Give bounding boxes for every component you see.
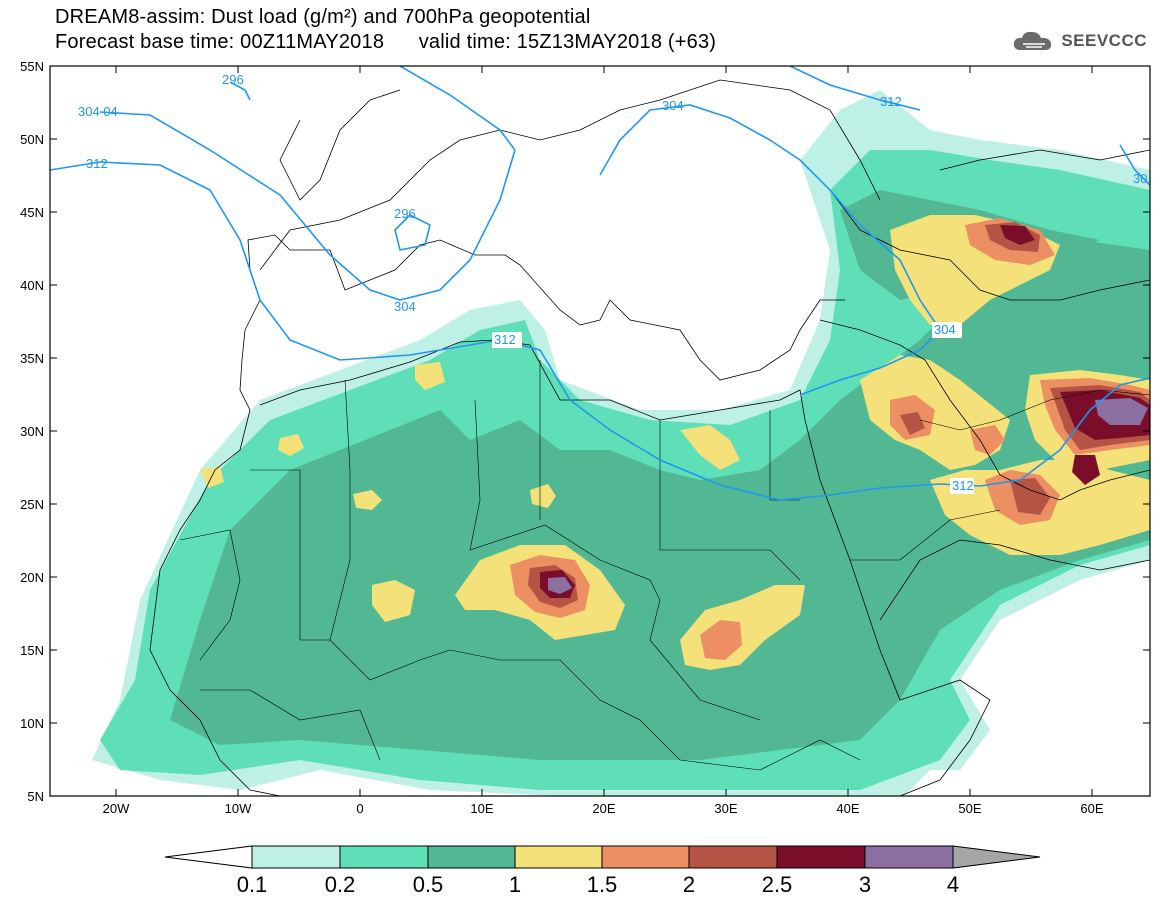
dust-field [50, 66, 1150, 796]
colorbar-label: 2 [683, 872, 695, 897]
contour-label: 30 [1133, 171, 1147, 186]
longitude-axis: 20W 10W 0 10E 20E 30E 40E 50E 60E [103, 801, 1104, 816]
contour-label: 312 [494, 332, 516, 347]
lon-label: 20W [103, 801, 130, 816]
dust-area [860, 355, 1010, 470]
lat-label: 5N [27, 789, 44, 804]
lat-label: 20N [20, 570, 44, 585]
colorbar-high-arrow [952, 845, 1041, 869]
colorbar-low-arrow [164, 845, 253, 869]
contour-label: 304 [662, 98, 684, 113]
dust-area [900, 412, 925, 435]
dust-area [200, 466, 224, 488]
contour-label: 296 [394, 206, 416, 221]
colorbar-cell [427, 845, 516, 869]
lon-label: 40E [836, 801, 859, 816]
lat-label: 15N [20, 643, 44, 658]
lat-label: 40N [20, 278, 44, 293]
colorbar-cell [776, 845, 866, 869]
lon-label: 0 [356, 801, 363, 816]
lat-label: 50N [20, 132, 44, 147]
colorbar-cell [251, 845, 341, 869]
colorbar: 0.1 0.2 0.5 1 1.5 2 2.5 3 4 [164, 845, 1041, 897]
dust-area [680, 425, 740, 470]
lon-label: 50E [958, 801, 981, 816]
colorbar-label: 1.5 [587, 872, 618, 897]
dust-area [372, 580, 415, 622]
dust-area [700, 620, 742, 660]
dust-area [353, 490, 382, 510]
colorbar-cell [339, 845, 429, 869]
dust-area [415, 362, 445, 390]
contour-label: 312 [952, 478, 974, 493]
colorbar-cell [514, 845, 603, 869]
colorbar-label: 2.5 [762, 872, 793, 897]
lon-label: 30E [714, 801, 737, 816]
contour-labels: 296 304 04 312 296 304 304 312 312 304 3… [78, 72, 1147, 494]
country-borders [179, 360, 1150, 771]
dust-area [278, 434, 304, 456]
dust-area [530, 484, 556, 508]
contour-label: 304 [394, 299, 416, 314]
lat-label: 25N [20, 497, 44, 512]
logo-text: SEEVCCC [1061, 31, 1147, 50]
lat-label: 45N [20, 205, 44, 220]
lat-label: 35N [20, 351, 44, 366]
cloud-icon [1014, 31, 1052, 50]
lat-label: 10N [20, 716, 44, 731]
forecast-time-line: Forecast base time: 00Z11MAY2018 valid t… [55, 31, 717, 53]
lon-label: 10E [470, 801, 493, 816]
colorbar-label: 4 [947, 872, 959, 897]
colorbar-label: 1 [509, 872, 521, 897]
colorbar-label: 3 [859, 872, 871, 897]
colorbar-label: 0.2 [325, 872, 356, 897]
contour-label: 296 [222, 72, 244, 87]
colorbar-cell [601, 845, 690, 869]
colorbar-cell [864, 845, 954, 869]
dust-area [548, 577, 572, 594]
contour-label: 312 [880, 94, 902, 109]
contour-label: 304 [934, 322, 956, 337]
seevccc-logo: SEEVCCC [1011, 28, 1147, 54]
dust-area [1000, 225, 1035, 245]
colorbar-label: 0.1 [237, 872, 268, 897]
lat-label: 55N [20, 59, 44, 74]
contour-label: 312 [86, 156, 108, 171]
coastlines [149, 79, 1150, 796]
lat-label: 30N [20, 424, 44, 439]
map-title: DREAM8-assim: Dust load (g/m²) and 700hP… [55, 6, 591, 28]
contour-label: 304 04 [78, 104, 118, 119]
colorbar-cell [688, 845, 778, 869]
colorbar-label: 0.5 [413, 872, 444, 897]
dust-area [1010, 478, 1050, 515]
dust-area [970, 425, 1005, 455]
lon-label: 20E [592, 801, 615, 816]
lon-label: 10W [225, 801, 252, 816]
axis-ticks [50, 65, 1150, 797]
dust-area [1095, 398, 1148, 425]
latitude-axis: 55N 50N 45N 40N 35N 30N 25N 20N 15N 10N … [20, 59, 44, 804]
lon-label: 60E [1080, 801, 1103, 816]
dust-area [1072, 455, 1100, 485]
